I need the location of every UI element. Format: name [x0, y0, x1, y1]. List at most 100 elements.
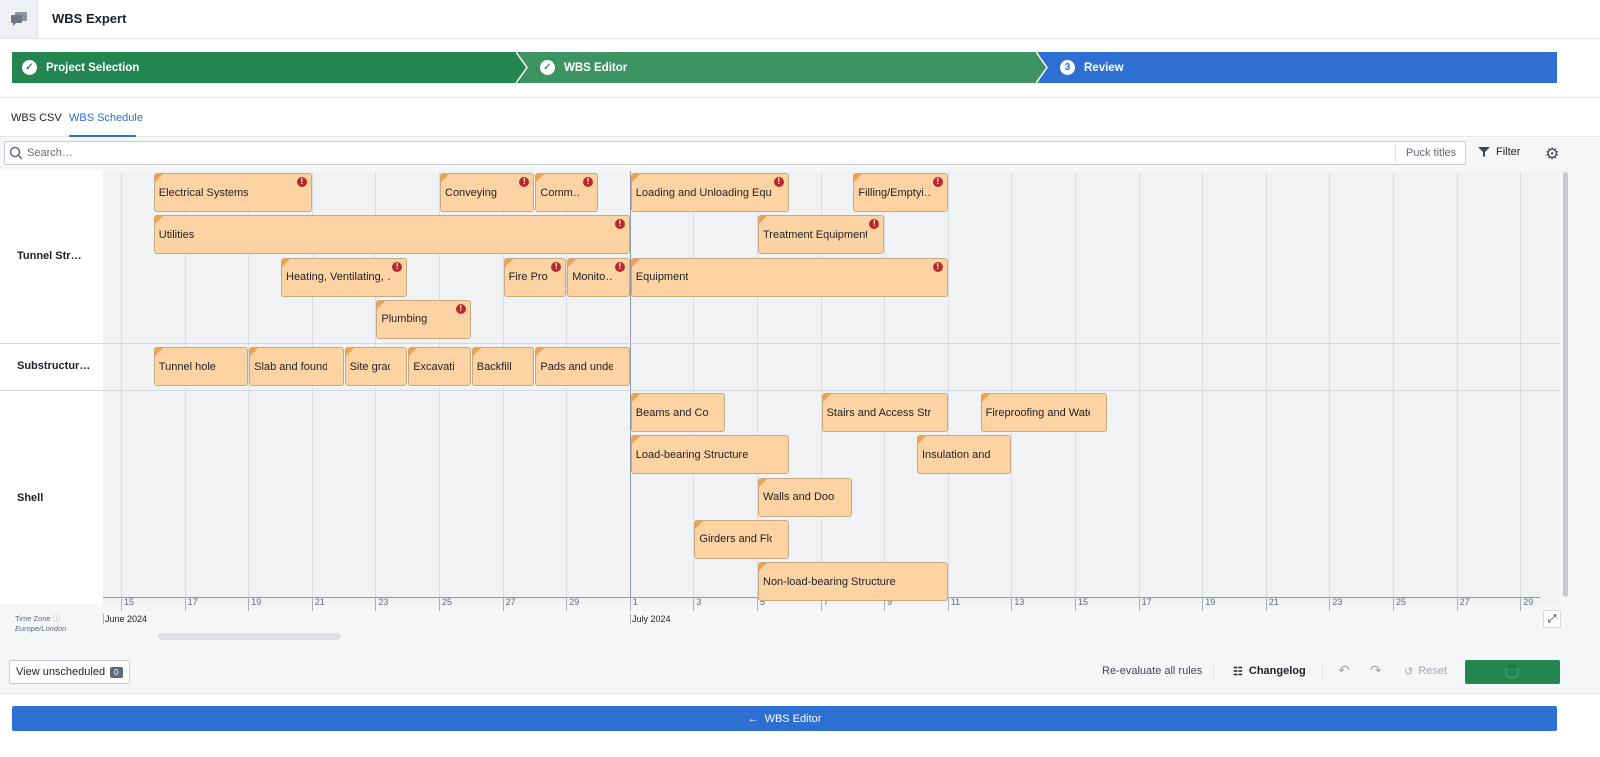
active-tab-indicator: [69, 135, 136, 137]
error-icon[interactable]: !: [296, 177, 307, 187]
schedule-puck[interactable]: Insulation and S…: [917, 435, 1012, 475]
search-input[interactable]: Search… Puck titles: [4, 141, 1466, 165]
filter-button[interactable]: Filter: [1478, 146, 1520, 158]
schedule-puck[interactable]: Beams and Colu…: [630, 393, 726, 432]
reset-icon: ↺: [1404, 666, 1414, 678]
submit-button-loading[interactable]: [1465, 660, 1560, 684]
corner-marker: [504, 258, 513, 267]
schedule-puck[interactable]: Stairs and Access Struct…: [821, 393, 948, 432]
puck-title: Conveying: [445, 186, 497, 199]
tab-wbs-schedule[interactable]: WBS Schedule: [69, 112, 143, 124]
chevron-divider: [1036, 52, 1048, 83]
grid-line: [884, 171, 886, 604]
corner-marker: [441, 174, 449, 182]
error-icon[interactable]: !: [392, 261, 403, 272]
schedule-puck[interactable]: Site grading: [344, 347, 408, 386]
error-icon[interactable]: !: [455, 303, 466, 314]
corner-marker: [154, 216, 163, 225]
step-number: 3: [1060, 60, 1075, 75]
gear-icon[interactable]: ⚙: [1545, 146, 1560, 163]
puck-title: Electrical Systems: [158, 186, 249, 199]
schedule-puck[interactable]: Utilities!: [153, 215, 630, 255]
schedule-puck[interactable]: Fire Pro…!: [503, 257, 567, 297]
schedule-puck[interactable]: Treatment Equipment!: [758, 215, 885, 255]
schedule-puck[interactable]: Plumbing!: [376, 299, 471, 339]
tab-wbs-csv[interactable]: WBS CSV: [11, 112, 62, 124]
schedule-puck[interactable]: Filling/Emptyi…!: [853, 173, 948, 212]
puck-title: Non-load-bearing Structure: [763, 575, 896, 588]
step-review[interactable]: 3 Review: [1040, 52, 1557, 83]
tick-label: 7: [820, 597, 829, 611]
schedule-puck[interactable]: Loading and Unloading Equi…!: [630, 173, 789, 212]
schedule-puck[interactable]: Comm…!: [535, 173, 598, 212]
vertical-scrollbar[interactable]: [1563, 172, 1568, 597]
reevaluate-button[interactable]: Re-evaluate all rules: [1102, 665, 1203, 677]
error-icon[interactable]: !: [614, 261, 625, 272]
grid-line: [439, 171, 440, 604]
schedule-puck[interactable]: Equipment!: [630, 257, 948, 297]
row-divider: [0, 390, 1560, 391]
view-unscheduled-button[interactable]: View unscheduled 0: [9, 660, 130, 684]
schedule-puck[interactable]: Heating, Ventilating, …!: [281, 257, 408, 297]
error-icon[interactable]: !: [614, 219, 625, 230]
row-divider: [0, 343, 1560, 344]
schedule-puck[interactable]: Conveying!: [440, 173, 535, 212]
corner-marker: [981, 394, 990, 402]
schedule-puck[interactable]: Tunnel hole: [153, 347, 249, 386]
schedule-puck[interactable]: Fireproofing and Water…: [980, 393, 1107, 432]
changelog-button[interactable]: ☷ Changelog: [1233, 665, 1306, 678]
schedule-puck[interactable]: Walls and Doors: [758, 477, 853, 517]
back-to-wbs-editor-button[interactable]: ← WBS Editor: [12, 706, 1557, 731]
filter-label: Filter: [1496, 146, 1521, 158]
schedule-puck[interactable]: Slab and founda…: [249, 347, 344, 386]
tick-label: 15: [1075, 597, 1088, 611]
tick-label: 1: [629, 597, 638, 611]
puck-title: Beams and Colu…: [635, 406, 709, 419]
corner-marker: [631, 258, 640, 267]
schedule-puck[interactable]: Backfill: [471, 347, 535, 386]
corner-marker: [536, 348, 545, 356]
corner-marker: [631, 436, 640, 445]
divider: [1395, 144, 1396, 162]
schedule-puck[interactable]: Non-load-bearing Structure: [758, 562, 948, 602]
step-project-selection[interactable]: ✓ Project Selection: [12, 52, 520, 83]
chat-icon[interactable]: [0, 0, 38, 38]
search-icon: [9, 146, 23, 160]
corner-marker: [759, 563, 767, 572]
tick-label: 3: [693, 597, 701, 611]
expand-icon[interactable]: ⤢: [1543, 610, 1561, 628]
schedule-puck[interactable]: Monito…!: [567, 257, 630, 297]
tick-label: 29: [1520, 597, 1533, 611]
schedule-puck[interactable]: Girders and Floors: [694, 519, 789, 559]
error-icon[interactable]: !: [551, 261, 562, 272]
schedule-puck[interactable]: Load-bearing Structure: [630, 435, 789, 475]
corner-marker: [154, 174, 163, 182]
grid-line: [1202, 171, 1204, 604]
error-icon[interactable]: !: [519, 177, 530, 187]
top-bar: WBS Expert: [0, 0, 1600, 39]
footer-bar: [0, 654, 1600, 694]
corner-marker: [918, 436, 926, 445]
corner-marker: [695, 520, 704, 529]
error-icon[interactable]: !: [932, 261, 943, 272]
horizontal-scrollbar[interactable]: [158, 633, 341, 640]
schedule-puck[interactable]: Electrical Systems!: [153, 173, 312, 212]
puck-titles-toggle[interactable]: Puck titles: [1406, 147, 1457, 159]
tick-label: 25: [439, 597, 452, 611]
schedule-puck[interactable]: Pads and under…: [535, 347, 630, 386]
puck-title: Treatment Equipment: [763, 228, 868, 241]
schedule-puck[interactable]: Excavatio…: [408, 347, 471, 386]
error-icon[interactable]: !: [869, 219, 880, 230]
error-icon[interactable]: !: [773, 177, 784, 187]
undo-icon[interactable]: ↶: [1338, 662, 1350, 678]
step-wbs-editor[interactable]: ✓ WBS Editor: [520, 52, 1040, 83]
redo-icon[interactable]: ↷: [1370, 662, 1382, 678]
puck-title: Stairs and Access Struct…: [826, 406, 931, 419]
puck-title: Insulation and S…: [922, 448, 994, 461]
reset-button[interactable]: ↺ Reset: [1404, 665, 1447, 678]
error-icon[interactable]: !: [932, 177, 943, 187]
grid-line: [1329, 171, 1331, 604]
corner-marker: [631, 174, 640, 182]
grid-line: [184, 171, 186, 604]
error-icon[interactable]: !: [582, 177, 593, 187]
